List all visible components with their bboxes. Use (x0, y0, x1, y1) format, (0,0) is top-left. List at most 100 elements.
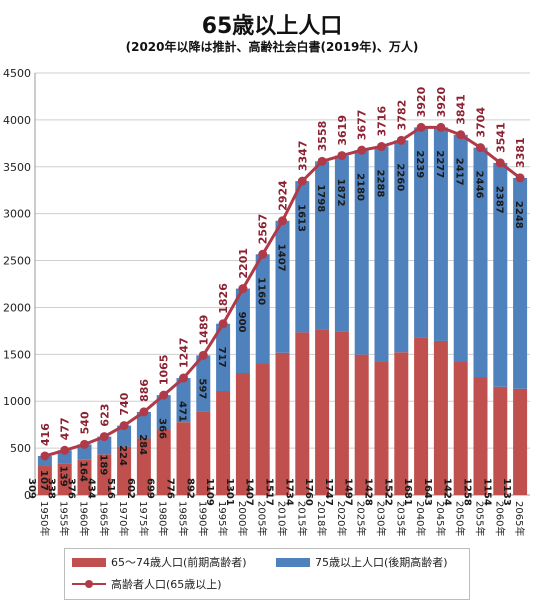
x-tick-label: 1975年 (137, 501, 150, 536)
bar-young-old (57, 463, 72, 495)
value-label-young-old: 1407 (244, 478, 255, 506)
value-label-young-old: 434 (85, 478, 96, 499)
x-tick-label: 2015年 (295, 501, 308, 536)
total-point (278, 216, 287, 226)
legend-label-old-old: 75歳以上人口(後期高齢者) (315, 556, 448, 569)
bar-old-old (77, 444, 92, 460)
total-point (297, 176, 307, 186)
x-tick-label: 1990年 (196, 501, 209, 536)
value-label-young-old: 338 (46, 478, 57, 499)
bar-young-old (374, 361, 389, 495)
total-point (238, 284, 248, 294)
y-tick-label: 0 (24, 489, 31, 502)
value-label-total: 3381 (514, 137, 527, 168)
legend-swatch-total (72, 579, 106, 589)
x-tick-label: 1970年 (117, 501, 130, 536)
value-label-total: 2567 (257, 214, 270, 245)
value-label-old-old: 366 (157, 418, 168, 439)
value-label-young-old: 1681 (402, 478, 413, 506)
x-tick-label: 2050年 (454, 501, 467, 536)
legend-swatch-old-old (276, 557, 310, 567)
value-label-old-old: 471 (177, 401, 188, 422)
value-label-total: 3782 (395, 100, 408, 131)
bar-old-old (136, 411, 151, 439)
x-tick-label: 1995年 (216, 501, 229, 536)
bar-young-old (176, 422, 191, 495)
value-label-old-old: 1407 (276, 244, 287, 272)
bar-young-old (473, 377, 488, 495)
value-label-young-old: 1133 (501, 478, 512, 506)
total-point (436, 122, 446, 132)
total-point (317, 156, 327, 166)
bar-young-old (354, 354, 369, 495)
bar-young-old (156, 429, 171, 495)
bar-old-old (513, 177, 528, 389)
bar-young-old (216, 391, 231, 495)
x-tick-label: 2030年 (375, 501, 388, 536)
value-label-old-old: 597 (196, 378, 207, 399)
x-tick-label: 1965年 (97, 501, 110, 536)
x-tick-label: 2065年 (513, 501, 526, 536)
x-tick-label: 2045年 (434, 501, 447, 536)
bar-young-old (493, 386, 508, 495)
y-tick-label: 3000 (3, 208, 31, 221)
bar-young-old (433, 340, 448, 495)
total-point (119, 421, 129, 431)
bar-old-old (275, 220, 290, 353)
value-label-young-old: 1428 (363, 478, 374, 506)
value-label-young-old: 1760 (303, 478, 314, 506)
total-point (198, 350, 208, 360)
total-point (179, 373, 188, 383)
x-tick-label: 2010年 (276, 501, 289, 536)
bar-young-old (513, 388, 528, 495)
total-point (258, 249, 268, 259)
y-tick-label: 1500 (3, 348, 31, 361)
total-point (218, 319, 228, 329)
y-tick-label: 2500 (3, 255, 31, 268)
value-label-total: 3716 (376, 106, 389, 137)
bar-old-old (176, 378, 191, 423)
value-label-old-old: 2446 (474, 171, 485, 199)
legend-item-young-old: 65～74歳人口(前期高齢者) (72, 554, 247, 570)
total-point (60, 445, 70, 455)
bar-young-old (37, 466, 52, 495)
value-label-total: 477 (59, 417, 72, 440)
value-label-total: 3841 (455, 94, 468, 125)
value-label-young-old: 1301 (224, 478, 235, 506)
value-label-old-old: 224 (117, 445, 128, 466)
x-tick-label: 1980年 (157, 501, 170, 536)
total-point (396, 135, 406, 145)
bar-old-old (97, 436, 112, 455)
total-point (139, 407, 149, 417)
value-label-old-old: 1613 (295, 204, 306, 232)
total-point (456, 130, 466, 140)
value-label-old-old: 2288 (375, 170, 386, 198)
bar-young-old (136, 438, 151, 495)
value-label-young-old: 776 (165, 478, 176, 499)
value-label-total: 1489 (197, 315, 210, 346)
x-tick-label: 2060年 (493, 501, 506, 536)
value-label-total: 3677 (356, 110, 369, 141)
bar-young-old (334, 331, 349, 495)
bar-old-old (196, 355, 211, 412)
bar-young-old (275, 352, 290, 495)
value-label-total: 3347 (296, 141, 309, 172)
value-label-old-old: 2180 (355, 173, 366, 201)
bar-old-old (493, 162, 508, 387)
total-point (515, 173, 525, 183)
bar-young-old (77, 459, 92, 495)
y-tick-label: 2000 (3, 301, 31, 314)
total-point (416, 122, 426, 132)
value-label-young-old: 1522 (382, 478, 393, 506)
value-label-young-old: 1734 (283, 478, 294, 506)
value-label-total: 540 (79, 411, 92, 434)
y-tick-label: 500 (10, 442, 31, 455)
value-label-total: 3704 (475, 107, 488, 138)
bar-old-old (453, 134, 468, 362)
value-label-old-old: 2260 (394, 163, 405, 191)
legend-item-total: 高齢者人口(65歳以上) (72, 576, 222, 592)
bar-young-old (453, 361, 468, 495)
value-label-old-old: 1798 (315, 184, 326, 212)
chart-title: 65歳以上人口 (201, 14, 343, 39)
